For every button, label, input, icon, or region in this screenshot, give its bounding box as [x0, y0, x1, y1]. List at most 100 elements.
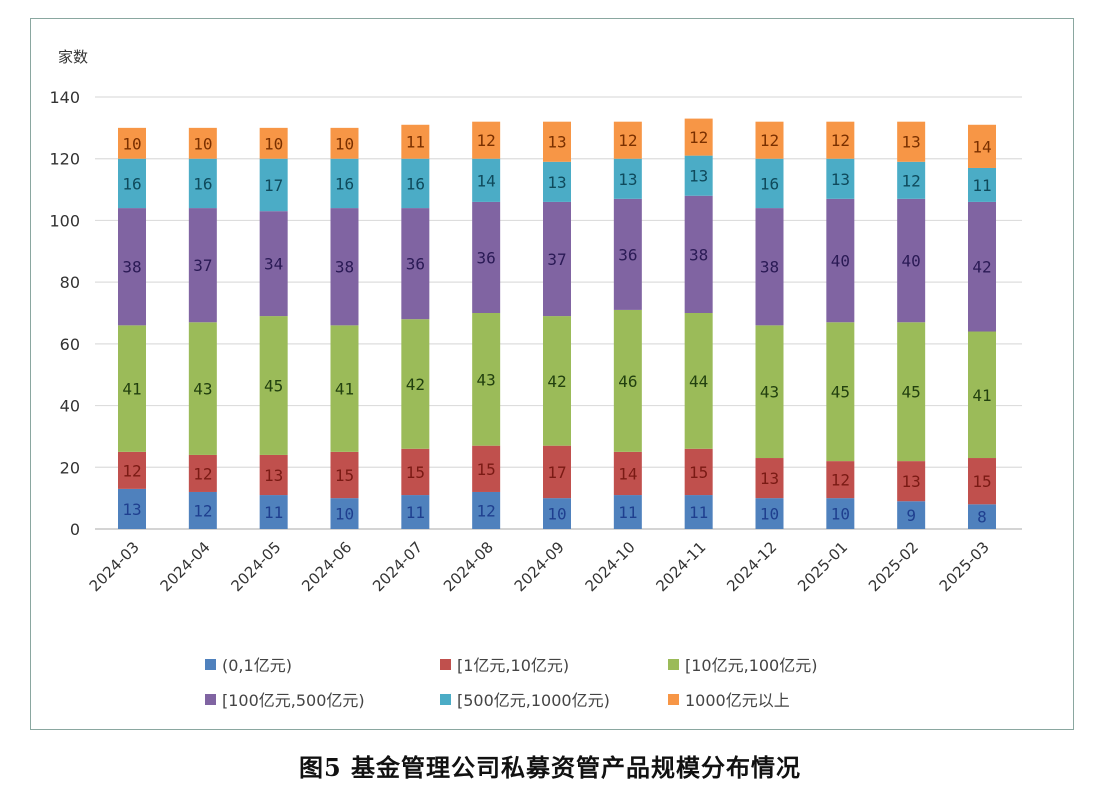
data-label: 12: [122, 461, 141, 480]
data-label: 42: [406, 375, 425, 394]
bar-segment: [826, 461, 855, 499]
data-label: 9: [906, 506, 916, 525]
data-label: 11: [406, 133, 425, 152]
data-label: 12: [618, 131, 637, 150]
legend-label: (0,1亿元): [222, 656, 292, 675]
bar-segment: [897, 161, 926, 199]
x-tick-label: 2024-12: [723, 538, 780, 595]
bar-segment: [755, 458, 784, 499]
bar-segment: [401, 448, 430, 496]
data-label: 37: [547, 250, 566, 269]
data-label: 13: [547, 133, 566, 152]
data-label: 38: [122, 258, 141, 277]
bar-segment: [543, 316, 571, 446]
bar-segment: [330, 451, 359, 499]
data-label: 13: [122, 500, 141, 519]
data-label: 13: [689, 167, 708, 186]
data-label: 34: [264, 255, 283, 274]
bar-segment: [613, 309, 642, 452]
bar-segment: [118, 451, 146, 489]
bar-segment: [897, 322, 926, 462]
data-label: 16: [193, 174, 212, 193]
bar-segment: [755, 158, 784, 209]
data-label: 12: [831, 471, 850, 490]
data-label: 41: [122, 380, 141, 399]
data-label: 17: [547, 463, 566, 482]
bar-segment: [543, 161, 571, 202]
chart-frame: [30, 18, 1074, 730]
bar-segment: [684, 155, 713, 196]
legend-label: [100亿元,500亿元): [222, 691, 365, 710]
x-tick-label: 2024-05: [227, 538, 284, 595]
legend-swatch: [668, 693, 679, 705]
y-tick-label: 20: [60, 458, 80, 477]
bar-segment: [472, 313, 501, 446]
data-label: 13: [902, 133, 921, 152]
data-label: 13: [618, 170, 637, 189]
data-label: 15: [972, 472, 991, 491]
bar-segment: [330, 127, 359, 159]
data-label: 16: [122, 174, 141, 193]
x-tick-label: 2024-04: [157, 538, 214, 595]
bar-segment: [330, 158, 359, 209]
bar-segment: [188, 454, 217, 492]
data-label: 12: [477, 131, 496, 150]
data-label: 11: [618, 503, 637, 522]
bar-segment: [684, 118, 713, 156]
data-label: 12: [831, 131, 850, 150]
bar-segment: [118, 208, 146, 326]
data-label: 42: [972, 258, 991, 277]
data-label: 46: [618, 372, 637, 391]
data-label: 12: [193, 501, 212, 520]
bar-segment: [755, 121, 784, 159]
data-label: 10: [547, 505, 566, 524]
legend-swatch: [668, 658, 679, 670]
bar-segment: [684, 313, 713, 449]
data-label: 38: [689, 245, 708, 264]
bar-segment: [188, 158, 217, 209]
x-tick-label: 2025-01: [794, 538, 851, 595]
x-tick-label: 2025-03: [936, 538, 993, 595]
x-tick-label: 2024-11: [652, 538, 709, 595]
bar-segment: [330, 325, 359, 452]
bar-segment: [968, 458, 996, 505]
bar-segment: [543, 201, 571, 317]
data-label: 16: [335, 174, 354, 193]
data-label: 10: [264, 134, 283, 153]
bar-segment: [613, 158, 642, 199]
bar-segment: [968, 124, 996, 168]
bar-segment: [755, 208, 784, 326]
bar-segment: [543, 498, 571, 529]
data-label: 14: [972, 137, 991, 156]
bar-segment: [613, 495, 642, 529]
y-tick-label: 120: [49, 150, 80, 169]
data-label: 15: [689, 463, 708, 482]
y-axis-label: 家数: [58, 48, 88, 66]
bar-segment: [188, 208, 217, 323]
bar-segment: [259, 211, 288, 317]
bar-segment: [897, 501, 926, 529]
data-label: 13: [902, 472, 921, 491]
bar-segment: [472, 201, 501, 313]
bar-segment: [968, 504, 996, 529]
bar-segment: [543, 121, 571, 162]
x-tick-label: 2024-07: [369, 538, 426, 595]
data-label: 8: [977, 508, 987, 527]
legend-item: [10亿元,100亿元): [668, 652, 817, 676]
data-label: 41: [972, 386, 991, 405]
bar-segment: [188, 322, 217, 455]
legend-label: [1亿元,10亿元): [457, 656, 570, 675]
bar-segment: [897, 198, 926, 323]
legend-swatch: [440, 658, 451, 670]
bar-segment: [401, 319, 430, 449]
legend-label: [500亿元,1000亿元): [457, 691, 610, 710]
figure-caption: 图5 基金管理公司私募资管产品规模分布情况: [298, 753, 802, 782]
legend-swatch: [205, 693, 216, 705]
y-tick-label: 140: [49, 88, 80, 107]
bar-segment: [118, 127, 146, 159]
data-label: 42: [547, 372, 566, 391]
data-label: 45: [264, 377, 283, 396]
bar-segment: [968, 167, 996, 202]
data-label: 10: [335, 505, 354, 524]
